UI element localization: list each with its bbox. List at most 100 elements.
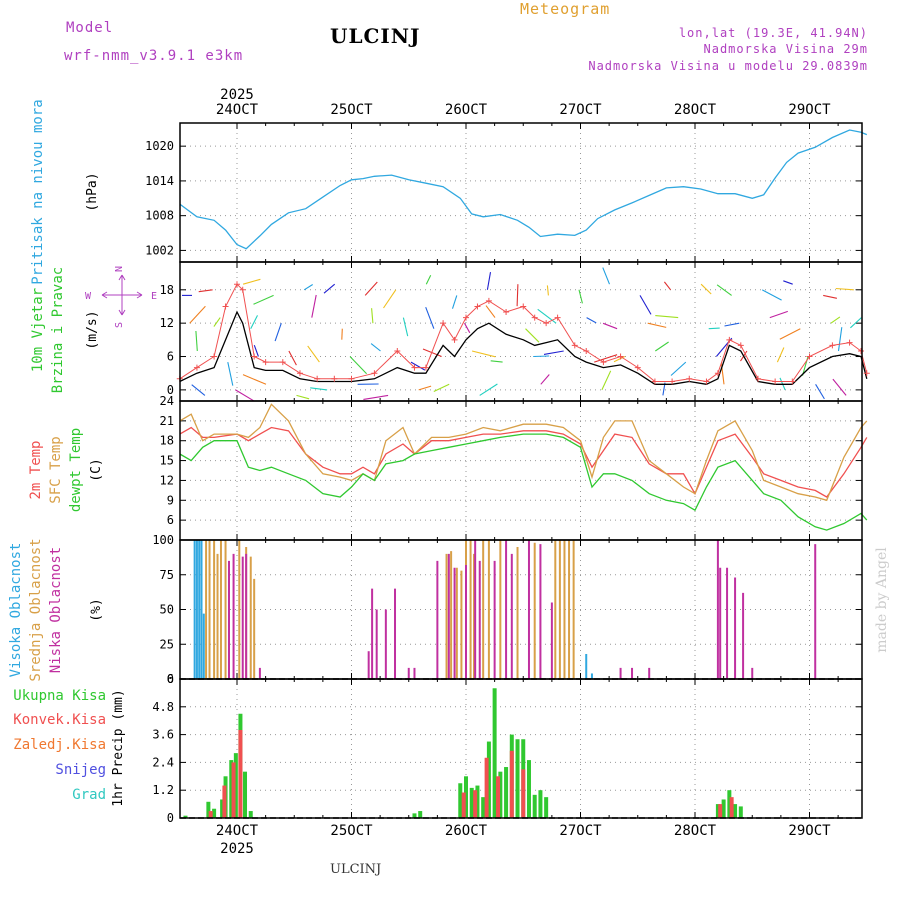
- wind-arrow: [195, 330, 198, 352]
- x-tick-label-top: 25OCT: [330, 102, 373, 118]
- wind-arrow: [242, 278, 261, 285]
- precip-bar: [721, 799, 726, 818]
- wind-arrow: [586, 317, 597, 324]
- y-tick-label: 1008: [145, 209, 174, 223]
- wind-arrow: [213, 317, 221, 327]
- precip-bar: [738, 806, 743, 818]
- y-tick-label: 50: [160, 603, 174, 617]
- precip-bar: [412, 813, 417, 818]
- precip-bar: [718, 804, 723, 818]
- y-tick-label: 0: [167, 811, 174, 825]
- wind-arrow: [663, 281, 672, 291]
- wind-arrow: [349, 356, 367, 375]
- gust-marker: [703, 378, 710, 385]
- precip-bar: [183, 815, 188, 818]
- gust-marker: [858, 347, 865, 354]
- precip-bar: [515, 739, 520, 818]
- gust-marker: [331, 375, 338, 382]
- wind-arrow: [485, 305, 496, 318]
- model-label: Model: [66, 20, 114, 36]
- wind-arrow: [490, 360, 503, 363]
- x-tick-label-bottom: 29OCT: [788, 823, 831, 839]
- y-tick-label: 24: [160, 394, 174, 408]
- gust-marker: [863, 370, 870, 377]
- lonlat-label: lon,lat (19.3E, 41.94N): [678, 26, 868, 40]
- wind-arrow: [601, 370, 612, 391]
- wind-arrow: [433, 383, 450, 392]
- precip-bar: [212, 808, 217, 818]
- precip-bar: [208, 811, 213, 818]
- compass-n: N: [114, 266, 125, 272]
- precip-bar: [727, 790, 732, 818]
- x-tick-label-top: 24OCT: [216, 102, 259, 118]
- precip-bar: [229, 760, 234, 818]
- pressure-title: Pritisak na nivou mora: [30, 99, 46, 284]
- precip-bar: [233, 753, 238, 818]
- wind-arrow: [769, 310, 788, 319]
- wind-title2: Brzina i Pravac: [50, 267, 66, 393]
- precip-bar: [473, 790, 478, 818]
- year-label-bottom: 2025: [220, 841, 254, 857]
- precip-bar: [544, 797, 549, 818]
- gust-marker: [222, 303, 229, 310]
- y-tick-label: 18: [160, 434, 174, 448]
- gust-marker: [617, 353, 624, 360]
- precip-bar: [481, 797, 486, 818]
- wind-arrow: [761, 289, 782, 301]
- precip-legend-3: Snijeg: [55, 762, 106, 778]
- wind-arrow: [296, 394, 310, 400]
- precip-bar: [729, 797, 734, 818]
- temp-title2: SFC Temp: [48, 436, 64, 503]
- pressure-line: [179, 129, 868, 250]
- pressure-ylabel: (hPa): [85, 172, 100, 211]
- gust-marker: [193, 364, 200, 371]
- wind-arrow: [540, 374, 550, 385]
- gust-marker: [686, 375, 693, 382]
- x-tick-label-bottom: 28OCT: [674, 823, 717, 839]
- elevation-label: Nadmorska Visina 29m: [703, 42, 868, 56]
- precip-bar: [532, 794, 537, 818]
- gust-marker: [829, 342, 836, 349]
- precip-bar: [238, 729, 243, 818]
- wind-arrow: [191, 384, 206, 396]
- wind-arrow: [274, 323, 282, 342]
- model-name: wrf-nmm_v3.9.1 e3km: [64, 48, 244, 64]
- wind-arrow: [613, 356, 626, 363]
- precip-bar: [231, 762, 236, 818]
- wind-arrow: [823, 294, 838, 299]
- wind-arrow: [250, 315, 258, 329]
- wind-arrow: [655, 315, 679, 319]
- wind-arrow: [578, 289, 583, 304]
- precip-bar: [538, 790, 543, 818]
- x-tick-label-bottom: 25OCT: [330, 823, 373, 839]
- y-tick-label: 0: [167, 383, 174, 397]
- x-tick-label-bottom: 26OCT: [445, 823, 488, 839]
- wind-arrow: [311, 294, 317, 318]
- wind-arrow: [253, 294, 274, 305]
- y-tick-label: 3.6: [152, 728, 174, 742]
- y-tick-label: 6: [167, 350, 174, 364]
- precip-bar: [492, 688, 497, 818]
- wind-arrow: [639, 295, 652, 315]
- precip-bar: [509, 750, 514, 818]
- precip-legend-1: Konvek.Kisa: [13, 712, 106, 728]
- wind-arrow: [647, 322, 667, 328]
- gust-marker: [806, 353, 813, 360]
- wind-arrow: [708, 327, 720, 330]
- gust-marker: [571, 342, 578, 349]
- gust-marker: [600, 359, 607, 366]
- wind-arrow: [242, 374, 267, 385]
- precip-bar: [206, 801, 211, 818]
- precip-ylabel: 1hr Precip (mm): [111, 689, 126, 806]
- cloud-ylabel: (%): [89, 598, 104, 621]
- compass-s: S: [114, 322, 125, 328]
- precip-bar: [469, 787, 474, 818]
- y-tick-label: 4.8: [152, 700, 174, 714]
- gust-marker: [583, 347, 590, 354]
- cloud-title-mid: Srednja Oblacnost: [28, 538, 44, 681]
- year-label-top: 2025: [220, 87, 254, 103]
- wind-arrow: [479, 383, 498, 396]
- model-elevation-label: Nadmorska Visina u modelu 29.0839m: [588, 59, 868, 73]
- gust-marker: [714, 370, 721, 377]
- gust-marker: [737, 342, 744, 349]
